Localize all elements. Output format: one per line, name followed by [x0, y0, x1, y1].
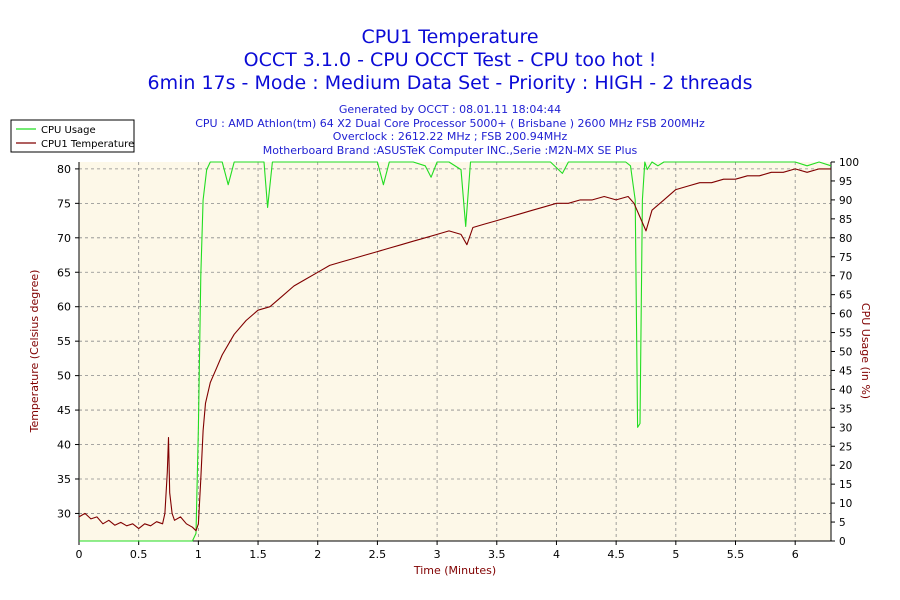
y-right-tick-label: 60 [839, 309, 852, 321]
x-tick-label: 6 [792, 548, 799, 561]
x-tick-label: 0 [76, 548, 83, 561]
y-right-tick-label: 70 [839, 271, 852, 283]
y-right-tick-label: 20 [839, 460, 852, 472]
x-tick-label: 1 [195, 548, 202, 561]
y-left-tick-label: 70 [57, 232, 71, 245]
x-tick-label: 0.5 [130, 548, 148, 561]
y-left-tick-label: 60 [57, 301, 71, 314]
x-tick-label: 3.5 [488, 548, 506, 561]
info-cpu: CPU : AMD Athlon(tm) 64 X2 Dual Core Pro… [195, 116, 705, 130]
x-tick-label: 5 [672, 548, 679, 561]
y-right-tick-label: 15 [839, 479, 852, 491]
y-left-tick-label: 55 [57, 335, 71, 348]
y-right-tick-label: 35 [839, 403, 852, 415]
y-left-tick-label: 35 [57, 473, 71, 486]
y-left-tick-label: 65 [57, 266, 71, 279]
series-line-cpu1-temperature [78, 168, 831, 532]
chart-titles: CPU1 Temperature OCCT 3.1.0 - CPU OCCT T… [0, 26, 900, 95]
y-left-tick-label: 30 [57, 507, 71, 520]
y-left-tick-label: 50 [57, 370, 71, 383]
y-right-tick-label: 65 [839, 290, 852, 302]
y-right-tick-label: 75 [839, 252, 852, 264]
y-right-tick-label: 95 [839, 176, 852, 188]
y-right-tick-label: 85 [839, 214, 852, 226]
chart-title: CPU1 Temperature [361, 26, 539, 48]
series-layer [78, 161, 832, 542]
y-left-tick-label: 75 [57, 197, 71, 210]
y-right-tick-label: 5 [839, 517, 846, 529]
y-left-tick-label: 45 [57, 404, 71, 417]
system-info: Generated by OCCT : 08.01.11 18:04:44 CP… [0, 103, 900, 157]
x-tick-label: 4.5 [607, 548, 625, 561]
y-right-tick-label: 40 [839, 384, 852, 396]
axes: 0 0.5 1 1.5 2 2.5 3 3.5 4 4.5 5 5.5 6303540455055606… [57, 157, 859, 561]
grid-lines [79, 162, 831, 541]
y-axis-left-label: Temperature (Celsius degree) [28, 270, 41, 434]
y-left-tick-label: 40 [57, 439, 71, 452]
legend: CPU Usage CPU1 Temperature [10, 119, 135, 153]
y-right-tick-label: 25 [839, 441, 852, 453]
legend-box [10, 119, 135, 153]
y-right-tick-label: 55 [839, 328, 852, 340]
y-right-tick-label: 80 [839, 233, 852, 245]
legend-label-temperature: CPU1 Temperature [41, 139, 134, 150]
x-tick-label: 2.5 [369, 548, 387, 561]
y-left-tick-label: 80 [57, 163, 71, 176]
y-right-tick-label: 100 [839, 157, 859, 169]
legend-label-usage: CPU Usage [41, 125, 96, 136]
info-generated: Generated by OCCT : 08.01.11 18:04:44 [338, 103, 562, 116]
y-right-tick-label: 30 [839, 422, 852, 434]
info-motherboard: Motherboard Brand :ASUSTeK Computer INC.… [262, 143, 638, 157]
y-right-tick-label: 90 [839, 195, 852, 207]
x-tick-label: 1.5 [249, 548, 267, 561]
info-overclock: Overclock : 2612.22 MHz ; FSB 200.94MHz [332, 130, 568, 143]
y-right-tick-label: 45 [839, 365, 852, 377]
y-right-tick-label: 0 [839, 536, 846, 548]
y-right-tick-label: 50 [839, 347, 852, 359]
x-axis-label: Time (Minutes) [413, 564, 496, 577]
x-tick-label: 2 [314, 548, 321, 561]
x-tick-label: 3 [434, 548, 441, 561]
chart-subtitle-mode: 6min 17s - Mode : Medium Data Set - Prio… [147, 72, 753, 94]
y-right-tick-label: 10 [839, 498, 852, 510]
plot-area [79, 162, 831, 541]
series-line-cpu-usage [79, 161, 832, 542]
x-tick-label: 5.5 [727, 548, 745, 561]
y-axis-right-label: CPU Usage (in %) [859, 303, 872, 399]
chart-subtitle-test: OCCT 3.1.0 - CPU OCCT Test - CPU too hot… [243, 49, 657, 71]
x-tick-label: 4 [553, 548, 560, 561]
